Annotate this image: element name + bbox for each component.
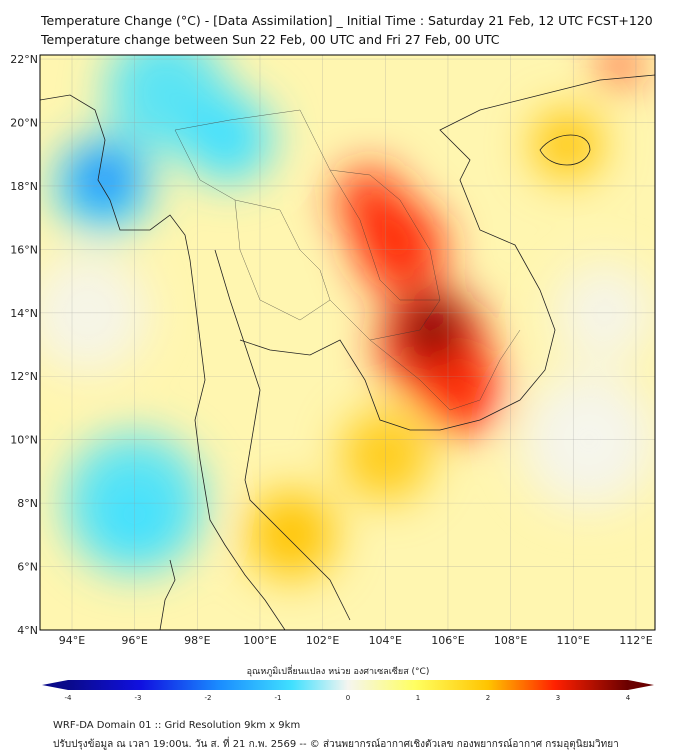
colorbar-tick-label: 4 — [626, 694, 631, 700]
x-tick-label: 96°E — [121, 634, 147, 647]
colorbar-tick-label: 0 — [346, 694, 350, 700]
footer-model-info: WRF-DA Domain 01 :: Grid Resolution 9km … — [53, 720, 301, 731]
heat-blob — [256, 499, 327, 570]
heat-blob — [397, 293, 468, 364]
heat-blob — [99, 483, 170, 554]
colorbar-low-extend — [42, 680, 68, 690]
chart-title: Temperature Change (°C) - [Data Assimila… — [41, 13, 653, 28]
plot-frame — [39, 54, 656, 631]
x-tick-label: 108°E — [494, 634, 527, 647]
y-tick-label: 12°N — [10, 370, 38, 383]
heat-blob — [356, 198, 427, 269]
colorbar-tick-label: -2 — [205, 694, 212, 700]
heat-blob — [532, 109, 603, 180]
chart-subtitle: Temperature change between Sun 22 Feb, 0… — [41, 32, 500, 47]
x-tick-label: 106°E — [431, 634, 464, 647]
heat-blob — [553, 404, 624, 475]
y-tick-label: 8°N — [17, 497, 38, 510]
y-tick-label: 18°N — [10, 180, 38, 193]
heat-blob — [68, 144, 139, 215]
colorbar-tick-label: 1 — [416, 694, 420, 700]
colorbar-label: อุณหภูมิเปลี่ยนแปลง หน่วย องศาเซลเซียส (… — [246, 667, 430, 677]
x-tick-label: 112°E — [619, 634, 652, 647]
x-tick-label: 100°E — [243, 634, 276, 647]
x-tick-label: 94°E — [59, 634, 85, 647]
y-tick-label: 16°N — [10, 243, 38, 256]
heat-blob — [340, 410, 431, 501]
colorbar: -4 -3 -2 -1 0 1 2 3 4 — [42, 680, 654, 700]
colorbar-tick-label: 3 — [556, 694, 560, 700]
heat-blob — [428, 363, 499, 434]
heat-blob — [40, 252, 148, 373]
temperature-map: 94°E 96°E 98°E 100°E 102°E 104°E 106°E 108°E 110… — [10, 53, 656, 700]
colorbar-gradient — [68, 680, 628, 690]
heat-blob — [600, 55, 641, 86]
heat-blob — [554, 262, 655, 363]
colorbar-high-extend — [628, 680, 654, 690]
y-tick-label: 20°N — [10, 116, 38, 129]
colorbar-tick-label: -4 — [65, 694, 73, 700]
y-tick-label: 14°N — [10, 307, 38, 320]
footer-update-info: ปรับปรุงข้อมูล ณ เวลา 19:00น. วัน ส. ที่… — [53, 739, 619, 750]
x-tick-label: 102°E — [306, 634, 339, 647]
heat-blob — [187, 103, 258, 174]
y-tick-label: 6°N — [17, 561, 38, 574]
borders — [174, 109, 521, 411]
y-tick-label: 10°N — [10, 434, 38, 447]
colorbar-tick-label: 2 — [486, 694, 490, 700]
y-tick-label: 22°N — [10, 53, 38, 66]
x-tick-label: 98°E — [184, 634, 210, 647]
x-tick-label: 104°E — [369, 634, 402, 647]
colorbar-tick-label: -3 — [135, 694, 142, 700]
y-tick-label: 4°N — [17, 624, 38, 637]
colorbar-tick-label: -1 — [275, 694, 282, 700]
x-tick-label: 110°E — [557, 634, 590, 647]
coastlines — [40, 74, 655, 630]
